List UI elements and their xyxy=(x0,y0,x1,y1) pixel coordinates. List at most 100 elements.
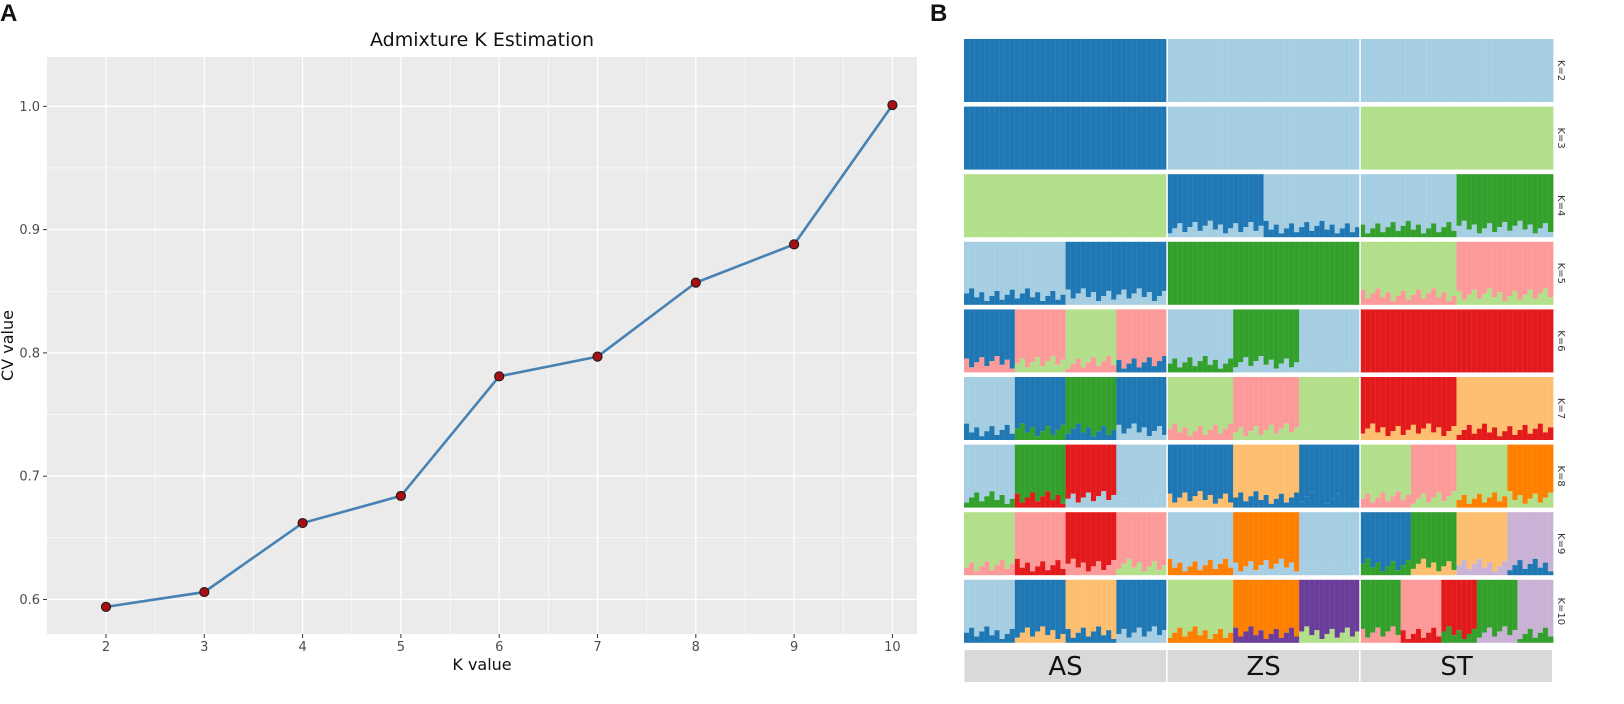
ancestry-segment xyxy=(1527,39,1534,102)
ancestry-segment xyxy=(1085,512,1092,572)
ancestry-segment xyxy=(1278,309,1285,364)
ancestry-segment xyxy=(1085,377,1092,428)
x-tick-label: 7 xyxy=(593,640,601,655)
ancestry-segment xyxy=(1238,512,1244,572)
ancestry-segment xyxy=(1258,174,1264,226)
ancestry-segment xyxy=(969,241,975,289)
cv-point-k5 xyxy=(395,490,406,502)
ancestry-segment xyxy=(969,309,975,368)
ancestry-segment xyxy=(1324,503,1330,508)
ancestry-segment xyxy=(1380,309,1386,373)
ancestry-segment xyxy=(1415,498,1422,508)
ancestry-segment xyxy=(1532,558,1539,576)
ancestry-segment xyxy=(1045,241,1051,296)
ancestry-segment xyxy=(1476,39,1483,102)
ancestry-segment xyxy=(1294,579,1300,637)
ancestry-segment xyxy=(1253,309,1259,362)
ancestry-segment xyxy=(1070,106,1077,170)
ancestry-segment xyxy=(1324,39,1330,102)
ancestry-segment xyxy=(1497,512,1503,567)
ancestry-segment xyxy=(1415,309,1422,373)
ancestry-segment xyxy=(1030,579,1036,637)
ancestry-segment xyxy=(1542,174,1549,224)
ancestry-segment xyxy=(1085,427,1092,440)
ancestry-segment xyxy=(1431,223,1437,238)
ancestry-segment xyxy=(1172,567,1178,576)
ancestry-segment xyxy=(1380,232,1386,238)
ancestry-segment xyxy=(1197,491,1204,508)
ancestry-segment xyxy=(1466,229,1473,238)
ancestry-segment xyxy=(1451,230,1457,238)
ancestry-segment xyxy=(1522,512,1529,569)
ancestry-segment xyxy=(1481,377,1488,424)
ancestry-segment xyxy=(1344,627,1351,643)
ancestry-segment xyxy=(1126,241,1132,299)
ancestry-segment xyxy=(1060,424,1066,440)
ancestry-segment xyxy=(1517,241,1523,300)
ancestry-segment xyxy=(1075,174,1082,238)
ancestry-segment xyxy=(1065,174,1072,238)
ancestry-segment xyxy=(1217,377,1224,434)
ancestry-segment xyxy=(1065,579,1072,629)
ancestry-segment xyxy=(1375,444,1381,498)
ancestry-segment xyxy=(1471,289,1478,305)
ancestry-segment xyxy=(1420,444,1427,494)
ancestry-segment xyxy=(1014,363,1021,373)
ancestry-segment xyxy=(964,293,970,305)
ancestry-segment xyxy=(1522,568,1529,576)
ancestry-segment xyxy=(1090,106,1097,170)
ancestry-segment xyxy=(1090,501,1097,508)
ancestry-segment xyxy=(1116,106,1122,170)
ancestry-segment xyxy=(1177,39,1183,102)
ancestry-segment xyxy=(1243,444,1249,502)
ancestry-segment xyxy=(1116,294,1122,305)
ancestry-segment xyxy=(1466,633,1473,643)
ancestry-segment xyxy=(1431,497,1437,508)
ancestry-segment xyxy=(1172,39,1178,102)
ancestry-segment xyxy=(984,512,990,562)
ancestry-segment xyxy=(1542,579,1549,628)
ancestry-segment xyxy=(1349,636,1356,643)
ancestry-segment xyxy=(1238,492,1244,508)
ancestry-segment xyxy=(1466,377,1473,425)
ancestry-segment xyxy=(1055,495,1061,508)
ancestry-segment xyxy=(1365,174,1371,234)
ancestry-segment xyxy=(1070,579,1077,638)
ancestry-segment xyxy=(1106,565,1112,576)
ancestry-segment xyxy=(964,567,970,576)
ancestry-segment xyxy=(1248,366,1254,373)
ancestry-segment xyxy=(1354,106,1361,170)
ancestry-segment xyxy=(1024,444,1031,498)
ancestry-segment xyxy=(1278,558,1285,576)
ancestry-segment xyxy=(989,39,995,102)
ancestry-segment xyxy=(1106,512,1112,566)
ancestry-segment xyxy=(1035,241,1041,293)
ancestry-segment xyxy=(1162,106,1168,170)
ancestry-segment xyxy=(1502,241,1508,302)
ancestry-segment xyxy=(1420,298,1427,305)
ancestry-segment xyxy=(1517,220,1523,238)
ancestry-segment xyxy=(1344,309,1351,368)
ancestry-segment xyxy=(1065,628,1072,643)
ancestry-segment xyxy=(1121,377,1127,434)
ancestry-segment xyxy=(1055,639,1061,643)
ancestry-segment xyxy=(1253,426,1259,440)
ancestry-segment xyxy=(1111,241,1117,300)
ancestry-segment xyxy=(1014,241,1021,299)
ancestry-segment xyxy=(1009,309,1016,369)
ancestry-segment xyxy=(1243,631,1249,643)
ancestry-segment xyxy=(1456,565,1463,576)
ancestry-segment xyxy=(1486,562,1493,576)
population-labels: AS ZS ST xyxy=(964,650,1552,682)
ancestry-segment xyxy=(964,423,970,440)
ancestry-segment xyxy=(1497,566,1503,576)
ancestry-segment xyxy=(1390,496,1396,508)
ancestry-segment xyxy=(1400,225,1407,238)
ancestry-segment xyxy=(1060,503,1066,508)
ancestry-segment xyxy=(1405,106,1412,170)
ancestry-segment xyxy=(1410,241,1417,295)
ancestry-segment xyxy=(1380,174,1386,233)
ancestry-segment xyxy=(1461,220,1468,238)
ancestry-segment xyxy=(1136,241,1143,289)
ancestry-segment xyxy=(1085,39,1092,102)
